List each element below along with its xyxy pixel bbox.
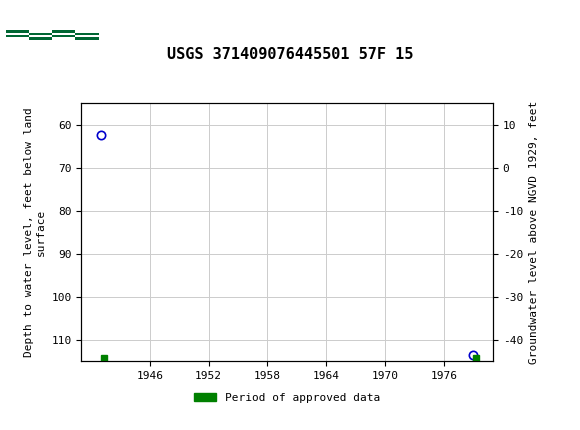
Text: USGS 371409076445501 57F 15: USGS 371409076445501 57F 15	[167, 47, 413, 62]
Text: USGS: USGS	[122, 12, 177, 31]
Bar	[75, 37, 99, 40]
Bar	[6, 37, 29, 40]
Legend: Period of approved data: Period of approved data	[190, 388, 385, 407]
Bar	[29, 35, 52, 37]
Bar	[52, 37, 75, 40]
Bar	[52, 33, 75, 35]
Bar	[29, 30, 52, 33]
Bar	[29, 33, 52, 35]
Bar	[75, 35, 99, 37]
Bar	[75, 33, 99, 35]
Bar	[29, 37, 52, 40]
Bar	[52, 35, 75, 37]
Y-axis label: Depth to water level, feet below land
surface: Depth to water level, feet below land su…	[24, 108, 46, 357]
Bar	[52, 30, 75, 33]
Bar	[6, 35, 29, 37]
Bar	[6, 30, 29, 33]
Y-axis label: Groundwater level above NGVD 1929, feet: Groundwater level above NGVD 1929, feet	[528, 101, 538, 364]
Bar	[6, 33, 29, 35]
Bar	[75, 30, 99, 33]
